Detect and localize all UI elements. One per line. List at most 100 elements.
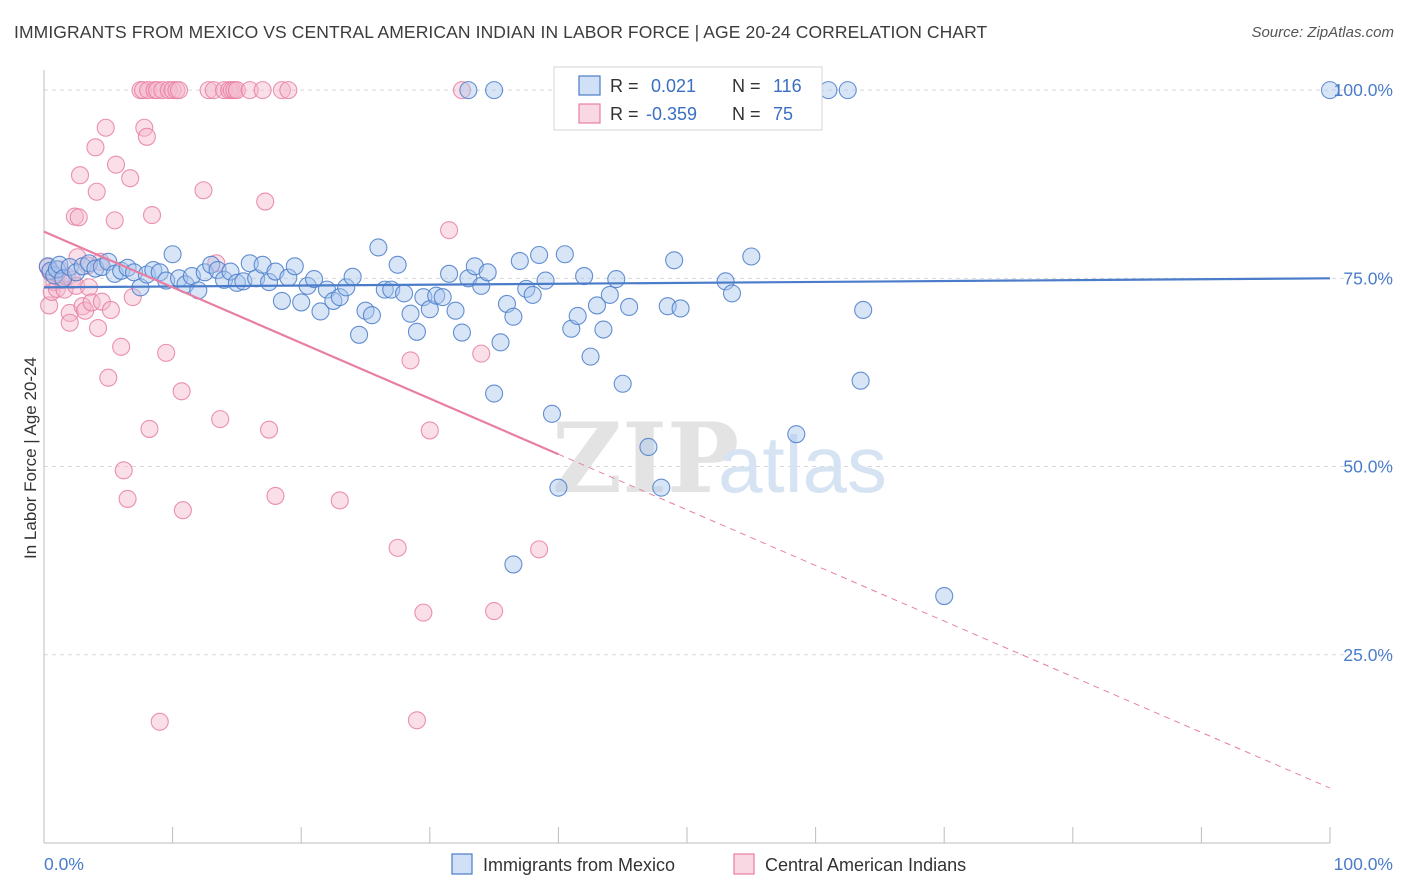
point-mexico — [935, 587, 954, 606]
point-mexico — [337, 278, 356, 297]
gridlines — [44, 89, 1350, 656]
data-points — [38, 81, 1340, 731]
point-mexico — [620, 297, 639, 316]
point-mexico — [838, 81, 857, 100]
point-mexico — [652, 478, 671, 497]
point-mexico — [478, 263, 497, 282]
point-mexico — [491, 333, 510, 352]
point-mexico — [285, 257, 304, 276]
point-mexico — [568, 306, 587, 326]
point-central-american — [121, 169, 140, 188]
point-mexico — [440, 264, 459, 283]
point-mexico — [395, 284, 414, 303]
point-central-american — [82, 293, 101, 312]
point-mexico — [163, 245, 182, 264]
point-central-american — [70, 166, 90, 185]
legend-r-label-2: R = — [610, 104, 639, 124]
point-central-american — [272, 81, 291, 100]
point-central-american — [204, 81, 223, 100]
point-central-american — [259, 420, 279, 439]
point-central-american — [227, 81, 246, 100]
point-mexico — [369, 238, 388, 257]
point-central-american — [159, 81, 178, 100]
y-axis-title: In Labor Force | Age 20-24 — [21, 357, 40, 559]
x-tick-label-max: 100.0% — [1334, 854, 1393, 874]
point-mexico — [575, 267, 594, 286]
point-mexico — [639, 437, 658, 457]
watermark-atlas: atlas — [718, 420, 887, 509]
point-mexico — [485, 384, 504, 403]
point-mexico — [549, 478, 568, 497]
point-central-american — [253, 81, 272, 100]
point-mexico — [362, 306, 381, 325]
point-central-american — [88, 318, 108, 338]
point-central-american — [47, 279, 66, 298]
point-central-american — [330, 491, 349, 510]
bottom-legend-label-mexico: Immigrants from Mexico — [483, 855, 675, 875]
point-central-american — [142, 206, 162, 225]
point-mexico — [594, 320, 613, 339]
axes — [43, 70, 1331, 844]
point-central-american — [87, 182, 106, 201]
point-central-american — [388, 538, 407, 557]
bottom-legend-swatch-mexico — [451, 853, 473, 875]
point-mexico — [311, 302, 330, 321]
point-central-american — [173, 501, 192, 520]
point-mexico — [722, 284, 742, 303]
point-mexico — [787, 425, 806, 444]
point-mexico — [427, 286, 446, 305]
point-central-american — [401, 351, 420, 370]
point-central-american — [140, 419, 159, 438]
point-central-american — [114, 461, 133, 480]
legend-n-value-2: 75 — [773, 104, 793, 124]
x-tick-label-min: 0.0% — [44, 854, 84, 874]
point-central-american — [99, 368, 118, 387]
trend-line-central-american-extension — [558, 453, 1331, 789]
trend-line-central-american — [43, 230, 559, 456]
point-mexico — [446, 301, 465, 320]
point-mexico — [504, 555, 523, 574]
point-central-american — [157, 343, 176, 362]
point-mexico — [587, 296, 607, 315]
y-tick-label: 75.0% — [1343, 268, 1393, 288]
trend-line-mexico — [43, 277, 1331, 289]
point-mexico — [330, 288, 349, 307]
point-mexico — [536, 271, 555, 290]
point-central-american — [194, 181, 213, 200]
point-mexico — [504, 307, 523, 326]
point-central-american — [256, 192, 275, 211]
bottom-legend-swatch-central-american — [733, 853, 755, 875]
point-central-american — [211, 410, 230, 429]
point-central-american — [137, 127, 156, 146]
point-central-american — [101, 300, 120, 320]
point-mexico — [542, 404, 562, 423]
point-mexico — [854, 300, 873, 320]
point-central-american — [420, 421, 439, 440]
tick-labels: 25.0% 50.0% 75.0% 100.0% 0.0% 100.0% — [44, 80, 1393, 874]
point-central-american — [407, 711, 426, 730]
point-central-american — [472, 344, 491, 363]
point-mexico — [523, 285, 542, 304]
point-mexico — [485, 81, 504, 100]
point-central-american — [118, 489, 137, 508]
point-mexico — [305, 270, 324, 289]
point-mexico — [343, 267, 362, 286]
point-central-american — [112, 337, 131, 356]
point-mexico — [401, 304, 420, 323]
point-central-american — [69, 208, 88, 227]
point-central-american — [279, 81, 298, 100]
point-central-american — [530, 540, 549, 559]
point-central-american — [60, 313, 79, 332]
point-mexico — [581, 347, 600, 366]
legend-box: R = 0.021 N = 116 R = -0.359 N = 75 — [553, 66, 823, 131]
legend-r-value-2: -0.359 — [646, 104, 697, 124]
point-central-american — [172, 382, 191, 401]
point-mexico — [607, 270, 626, 289]
y-tick-label: 50.0% — [1343, 457, 1393, 477]
legend-n-value-1: 116 — [773, 76, 802, 96]
point-mexico — [350, 325, 369, 344]
point-central-american — [105, 211, 124, 230]
legend-n-label-2: N = — [732, 104, 761, 124]
point-mexico — [671, 299, 690, 318]
